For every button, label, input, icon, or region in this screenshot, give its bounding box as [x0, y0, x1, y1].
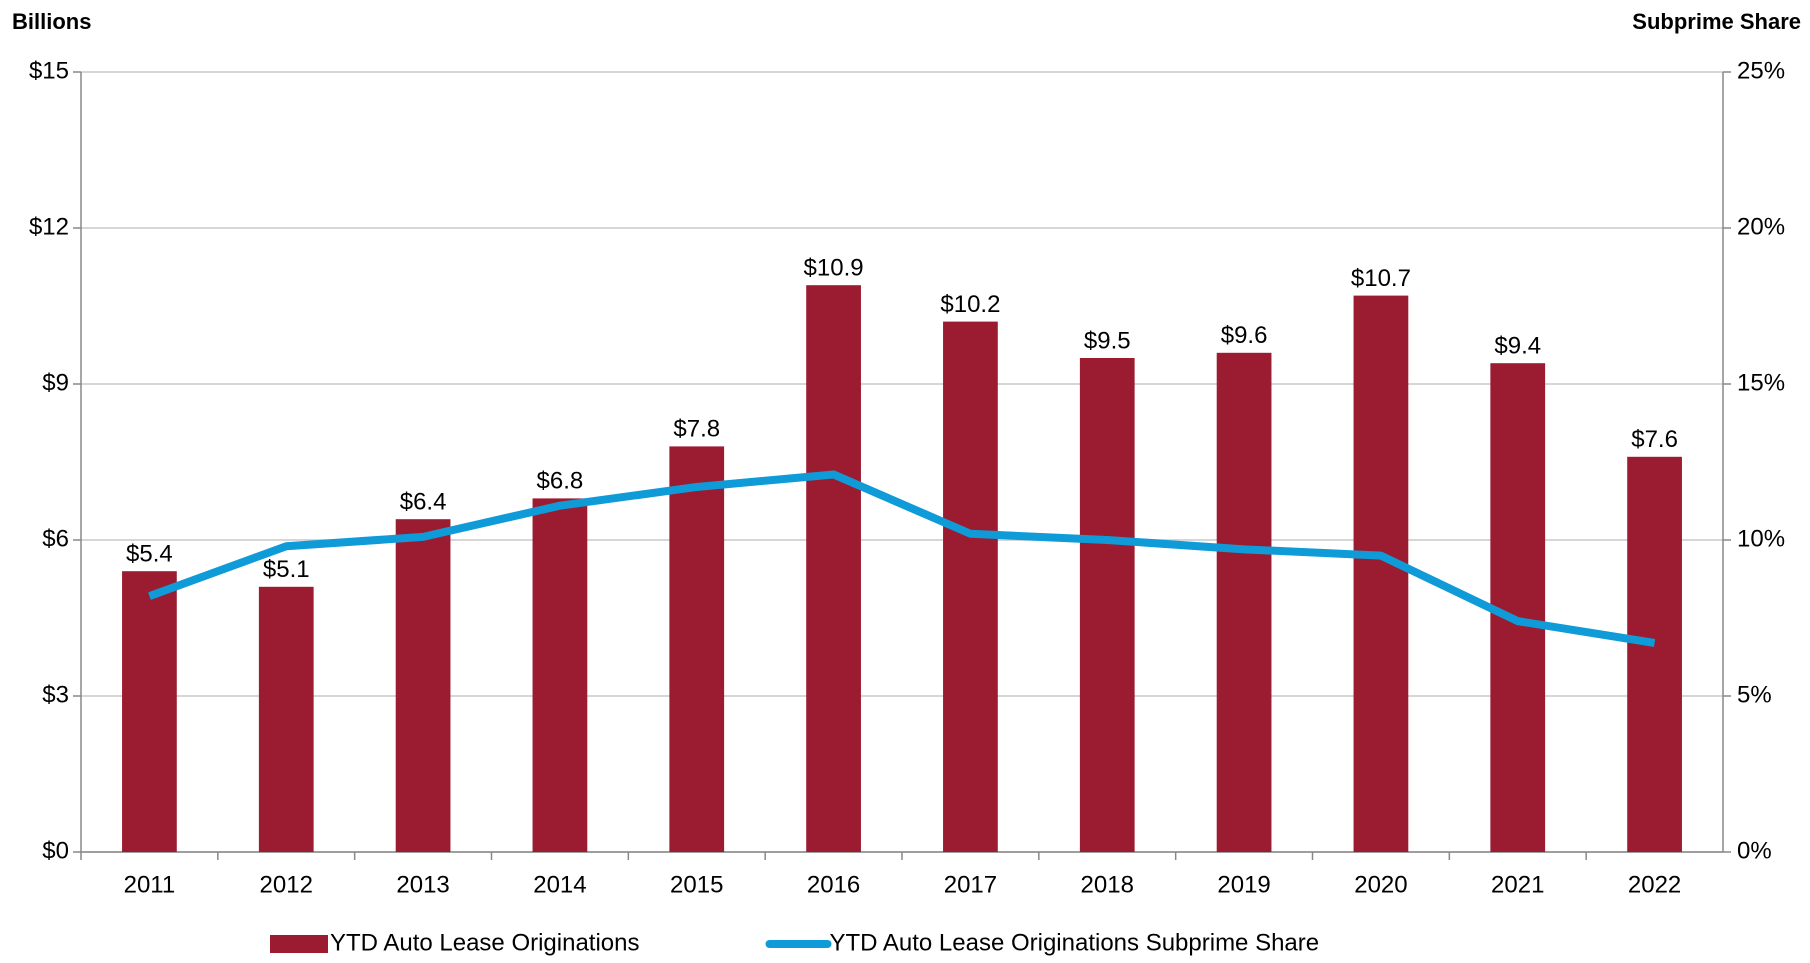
bar	[669, 446, 725, 852]
y-tick-label: $3	[42, 681, 69, 708]
bar	[1353, 295, 1409, 853]
bar	[1627, 456, 1682, 852]
x-tick-label: 2014	[533, 871, 586, 898]
y2-tick-label: 5%	[1737, 681, 1772, 708]
y-tick-label: $9	[42, 369, 69, 396]
y2-tick-label: 10%	[1737, 525, 1785, 552]
data-label: $9.5	[1084, 327, 1131, 354]
x-tick-label: 2018	[1081, 871, 1134, 898]
y-axis-label: Billions	[12, 9, 91, 34]
y2-tick-label: 25%	[1737, 57, 1785, 84]
legend-label: YTD Auto Lease Originations	[330, 929, 640, 956]
bar	[1216, 352, 1272, 852]
data-label: $9.6	[1221, 322, 1268, 349]
data-label: $7.8	[673, 416, 720, 443]
data-label: $9.4	[1494, 333, 1541, 360]
y-tick-label: $15	[29, 57, 69, 84]
data-label: $5.1	[263, 556, 310, 583]
bar	[395, 519, 451, 852]
bar	[258, 586, 314, 852]
legend-label: YTD Auto Lease Originations Subprime Sha…	[830, 929, 1320, 956]
y2-tick-label: 20%	[1737, 213, 1785, 240]
bar	[532, 498, 588, 852]
line	[148, 470, 1656, 647]
y-tick-label: $6	[42, 525, 69, 552]
data-label: $7.6	[1631, 426, 1678, 453]
x-tick-label: 2020	[1354, 871, 1407, 898]
bar	[943, 321, 998, 853]
x-tick-label: 2019	[1217, 871, 1270, 898]
x-tick-label: 2022	[1628, 871, 1681, 898]
data-label: $10.7	[1351, 265, 1411, 292]
y2-axis-label: Subprime Share	[1632, 9, 1801, 34]
y-tick-label: $12	[29, 213, 69, 240]
bar	[806, 285, 861, 852]
data-label: $6.8	[537, 468, 584, 495]
data-label: $10.9	[804, 255, 864, 282]
x-tick-label: 2016	[807, 871, 860, 898]
x-tick-label: 2021	[1491, 871, 1544, 898]
x-tick-label: 2012	[260, 871, 313, 898]
data-label: $6.4	[400, 489, 447, 516]
data-label: $10.2	[940, 291, 1000, 318]
y2-tick-label: 15%	[1737, 369, 1785, 396]
x-tick-label: 2013	[396, 871, 449, 898]
y-tick-label: $0	[42, 837, 69, 864]
x-tick-label: 2017	[944, 871, 997, 898]
bar	[122, 571, 177, 852]
legend-swatch	[270, 935, 328, 953]
bar	[1490, 363, 1546, 852]
x-tick-label: 2015	[670, 871, 723, 898]
x-tick-label: 2011	[124, 871, 176, 898]
bar	[1079, 358, 1135, 852]
y2-tick-label: 0%	[1737, 837, 1772, 864]
data-label: $5.4	[126, 541, 173, 568]
